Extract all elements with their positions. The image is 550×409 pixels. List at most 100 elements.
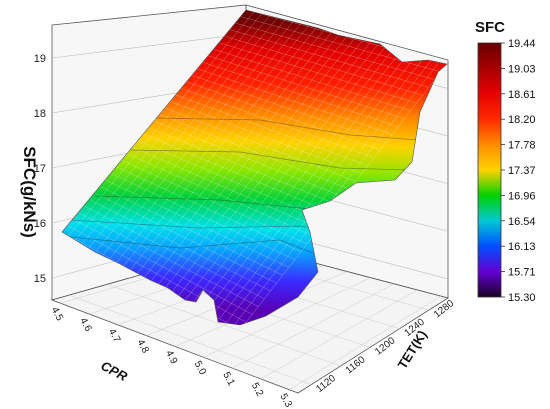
- mesh-line: [164, 40, 363, 289]
- surface-mesh: [62, 10, 447, 325]
- x-tick-label: 5.3: [278, 392, 294, 409]
- mesh-line: [240, 16, 441, 73]
- colorbar-tick-label: 16.13: [508, 241, 536, 253]
- contour-line: [154, 117, 421, 141]
- contour-line: [129, 149, 411, 171]
- mesh-line: [148, 127, 338, 206]
- mesh-line: [96, 20, 285, 252]
- mesh-line: [170, 101, 362, 174]
- mesh-line: [212, 55, 417, 316]
- x-tick-label: 4.5: [49, 305, 65, 323]
- mesh-line: [219, 57, 425, 319]
- x-tick-label: 4.8: [134, 338, 150, 356]
- y-gridline: [69, 294, 312, 385]
- mesh-line: [89, 18, 278, 248]
- mesh-line: [94, 192, 277, 284]
- mesh-line: [116, 26, 309, 263]
- mesh-line: [137, 32, 332, 274]
- x-tick-label: 5.1: [220, 370, 236, 388]
- z-axis-label: SFC(g/kNs): [20, 146, 39, 238]
- mesh-line: [157, 38, 355, 285]
- mesh-line: [164, 107, 356, 182]
- mesh-line: [82, 16, 270, 244]
- mesh-line: [137, 140, 326, 221]
- mesh-line: [153, 120, 344, 198]
- mesh-line: [213, 48, 411, 112]
- x-axis-label: CPR: [98, 358, 130, 384]
- x-gridline: [232, 283, 395, 369]
- colorbar-tick-label: 18.20: [508, 114, 536, 126]
- z-tick-label: 18: [34, 108, 46, 120]
- colorbar-title: SFC: [475, 19, 505, 36]
- colorbar-tick-label: 16.96: [508, 190, 536, 202]
- mesh-line: [109, 24, 301, 259]
- mesh-line: [150, 36, 347, 282]
- mesh-line: [185, 47, 386, 301]
- z-tick-label: 16: [34, 218, 46, 230]
- colorbar: SFC 19.4419.0318.6118.2017.7817.3716.961…: [475, 19, 536, 304]
- mesh-line: [180, 88, 375, 159]
- mesh-line: [83, 205, 265, 299]
- x-tick-label: 5.0: [192, 359, 208, 377]
- mesh-line: [88, 199, 271, 292]
- mesh-line: [186, 81, 381, 151]
- mesh-line: [232, 61, 440, 325]
- contour-line: [62, 235, 331, 261]
- mesh-line: [72, 218, 253, 315]
- mesh-line: [226, 59, 432, 323]
- mesh-line: [198, 51, 401, 308]
- y-gridline: [107, 284, 341, 367]
- mesh-line: [110, 173, 295, 260]
- mesh-line: [121, 159, 308, 245]
- mesh-line: [159, 114, 350, 190]
- mesh-line: [197, 68, 393, 135]
- y-axis-label: TET(K): [395, 328, 430, 372]
- colorbar-tick-label: 18.61: [508, 89, 536, 101]
- mesh-line: [205, 53, 409, 312]
- mesh-line: [78, 212, 259, 307]
- mesh-line: [235, 22, 435, 80]
- mesh-line: [123, 28, 316, 267]
- colorbar-tick-label: 16.54: [508, 216, 536, 228]
- mesh-line: [126, 153, 314, 237]
- x-tick-label: 4.6: [77, 316, 93, 334]
- z-tick-labels: 15 16 17 18 19: [34, 53, 46, 285]
- mesh-line: [229, 29, 429, 88]
- mesh-line: [143, 133, 332, 213]
- mesh-line: [132, 146, 320, 229]
- z-tick-label: 19: [34, 53, 46, 65]
- colorbar-tick-label: 15.71: [508, 267, 536, 279]
- colorbar-tick-label: 15.30: [508, 292, 536, 304]
- x-tick-label: 5.2: [249, 381, 265, 399]
- mesh-line: [224, 35, 423, 96]
- x-gridline: [203, 277, 371, 358]
- z-tick-label: 17: [34, 163, 46, 175]
- mesh-line: [67, 225, 247, 323]
- mesh-line: [202, 61, 399, 127]
- mesh-line: [99, 186, 283, 276]
- mesh-line: [116, 166, 301, 252]
- mesh-line: [75, 13, 262, 240]
- mesh-line: [143, 34, 339, 278]
- x-gridline: [260, 289, 418, 380]
- colorbar-tick-label: 19.03: [508, 63, 536, 75]
- x-gridline: [289, 295, 442, 390]
- mesh-line: [191, 75, 387, 143]
- mesh-line: [130, 30, 324, 270]
- mesh-line: [102, 22, 293, 255]
- x-tick-label: 4.9: [163, 349, 179, 367]
- mesh-line: [171, 43, 370, 293]
- mesh-line: [191, 49, 394, 304]
- sfc-surface: [61, 9, 448, 326]
- mesh-line: [218, 42, 417, 104]
- mesh-line: [105, 179, 289, 268]
- colorbar-ticks: 19.44 19.03 18.61 18.20 17.78 17.37 16.96 16.54…: [501, 38, 536, 304]
- x-tick-label: 4.7: [106, 327, 122, 345]
- mesh-line: [178, 45, 378, 297]
- colorbar-tick-label: 17.78: [508, 140, 536, 152]
- mesh-line: [68, 11, 254, 236]
- mesh-line: [208, 55, 405, 120]
- z-tick-label: 15: [34, 273, 46, 285]
